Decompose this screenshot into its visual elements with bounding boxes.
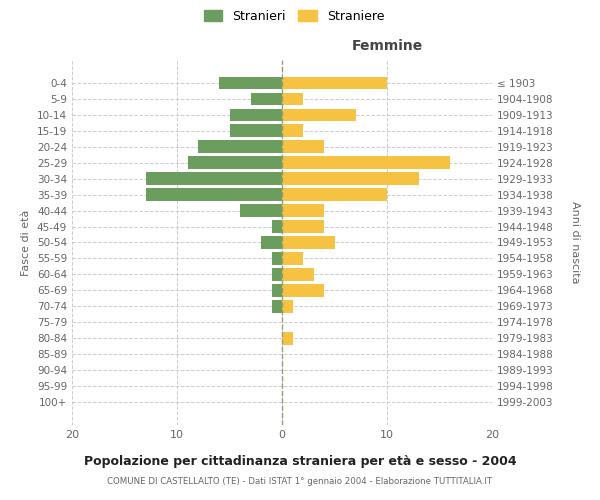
Bar xyxy=(229,108,282,121)
Bar xyxy=(282,300,293,312)
Bar xyxy=(282,268,314,280)
Bar xyxy=(187,156,282,169)
Bar xyxy=(282,108,355,121)
Bar xyxy=(146,188,282,201)
Bar xyxy=(271,252,282,264)
Bar xyxy=(219,76,282,89)
Bar xyxy=(282,220,324,233)
Y-axis label: Fasce di età: Fasce di età xyxy=(22,210,31,276)
Bar xyxy=(146,172,282,185)
Bar xyxy=(271,300,282,312)
Bar xyxy=(271,220,282,233)
Bar xyxy=(271,268,282,280)
Bar xyxy=(282,236,335,248)
Bar xyxy=(282,188,387,201)
Bar xyxy=(229,124,282,137)
Bar xyxy=(271,284,282,296)
Bar xyxy=(282,76,387,89)
Y-axis label: Anni di nascita: Anni di nascita xyxy=(570,201,580,284)
Text: Popolazione per cittadinanza straniera per età e sesso - 2004: Popolazione per cittadinanza straniera p… xyxy=(83,455,517,468)
Bar xyxy=(282,124,303,137)
Bar xyxy=(282,204,324,217)
Legend: Stranieri, Straniere: Stranieri, Straniere xyxy=(200,6,388,26)
Text: Femmine: Femmine xyxy=(352,38,422,52)
Bar xyxy=(282,156,450,169)
Bar xyxy=(282,284,324,296)
Bar xyxy=(282,252,303,264)
Bar xyxy=(282,172,419,185)
Bar xyxy=(282,332,293,344)
Bar xyxy=(198,140,282,153)
Bar xyxy=(282,92,303,105)
Bar xyxy=(261,236,282,248)
Bar xyxy=(240,204,282,217)
Text: COMUNE DI CASTELLALTO (TE) - Dati ISTAT 1° gennaio 2004 - Elaborazione TUTTITALI: COMUNE DI CASTELLALTO (TE) - Dati ISTAT … xyxy=(107,478,493,486)
Bar xyxy=(251,92,282,105)
Bar xyxy=(282,140,324,153)
